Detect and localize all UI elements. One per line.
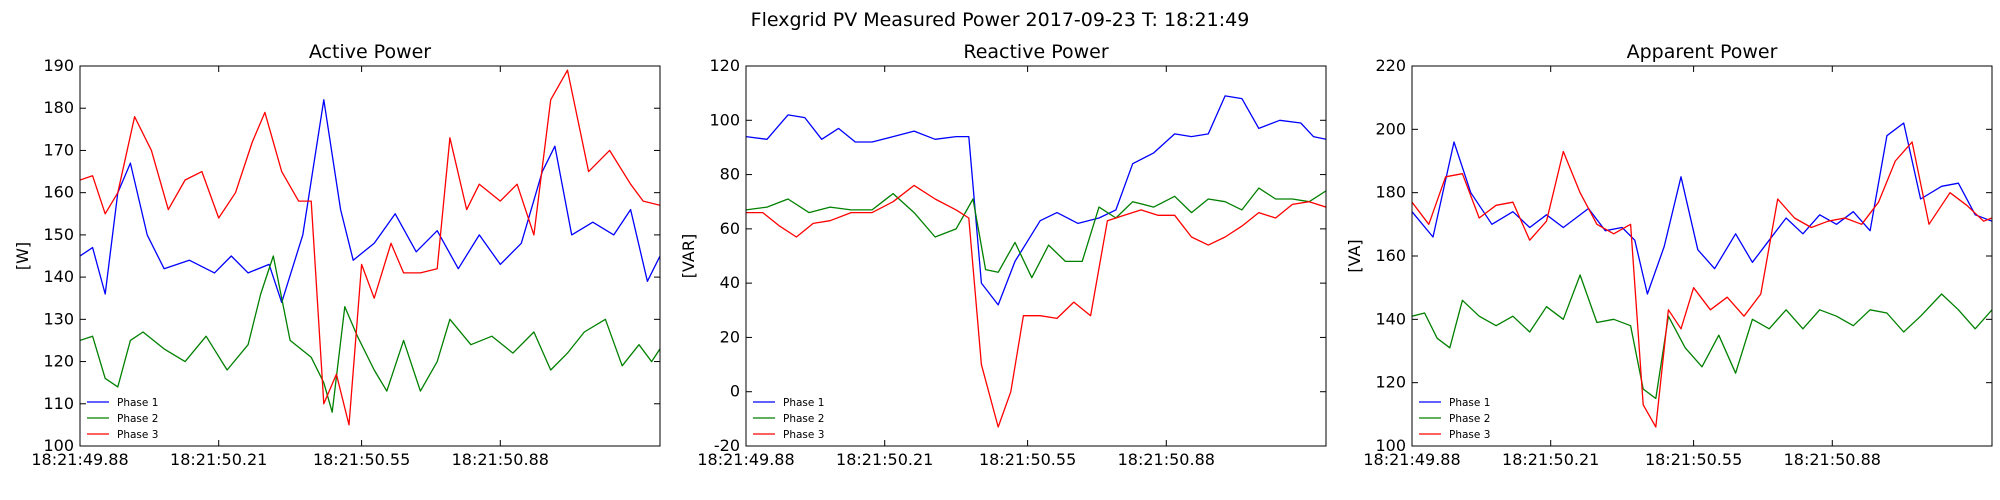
legend-label-phase-2: Phase 2 xyxy=(783,413,824,425)
legend: Phase 1 Phase 2 Phase 3 xyxy=(753,397,824,441)
series-line-phase-1 xyxy=(746,95,1326,306)
chart-3: Apparent Power [VA] 100 120 140 160 180 200 220 1… xyxy=(1345,41,1993,469)
legend-label-phase-3: Phase 3 xyxy=(1449,429,1490,441)
y-tick-label: 80 xyxy=(720,165,740,184)
legend: Phase 1 Phase 2 Phase 3 xyxy=(87,397,158,441)
plot-frame xyxy=(745,65,1327,447)
y-tick-label: 190 xyxy=(43,56,74,75)
y-tick-label: 40 xyxy=(720,273,740,292)
x-tick-label: 18:21:49.88 xyxy=(1363,450,1460,469)
x-tick-label: 18:21:50.21 xyxy=(836,450,933,469)
figure-suptitle: Flexgrid PV Measured Power 2017-09-23 T:… xyxy=(751,9,1250,31)
series-line-phase-3 xyxy=(80,69,660,426)
x-tick-label: 18:21:50.88 xyxy=(1118,450,1215,469)
y-tick-label: 170 xyxy=(43,140,74,159)
legend-label-phase-1: Phase 1 xyxy=(1449,397,1490,409)
x-tick-label: 18:21:50.21 xyxy=(170,450,267,469)
y-tick-label: 100 xyxy=(1375,436,1406,455)
y-tick-label: 220 xyxy=(1375,56,1406,75)
legend-label-phase-3: Phase 3 xyxy=(783,429,824,441)
legend: Phase 1 Phase 2 Phase 3 xyxy=(1419,397,1490,441)
y-tick-label: 180 xyxy=(43,98,74,117)
x-tick-label: 18:21:50.88 xyxy=(452,450,549,469)
y-tick-label: 160 xyxy=(43,183,74,202)
y-tick-label: 150 xyxy=(43,225,74,244)
legend-label-phase-2: Phase 2 xyxy=(1449,413,1490,425)
y-tick-label: 100 xyxy=(709,110,740,129)
y-axis-label: [VAR] xyxy=(679,234,698,278)
x-tick-label: 18:21:50.88 xyxy=(1784,450,1881,469)
y-tick-label: 130 xyxy=(43,309,74,328)
series-line-phase-3 xyxy=(746,184,1326,428)
legend-label-phase-1: Phase 1 xyxy=(783,397,824,409)
plot-frame xyxy=(79,65,661,447)
series-group xyxy=(746,95,1326,428)
x-tick-label: 18:21:50.55 xyxy=(1645,450,1742,469)
y-tick-label: 0 xyxy=(730,382,740,401)
x-tick-label: 18:21:49.88 xyxy=(697,450,794,469)
chart-title: Reactive Power xyxy=(963,41,1108,63)
y-tick-label: 140 xyxy=(43,267,74,286)
x-tick-label: 18:21:50.21 xyxy=(1502,450,1599,469)
y-tick-label: 140 xyxy=(1375,309,1406,328)
y-tick-label: 120 xyxy=(1375,373,1406,392)
x-tick-label: 18:21:49.88 xyxy=(31,450,128,469)
series-group xyxy=(80,69,660,426)
plot-frame xyxy=(1411,65,1993,447)
y-tick-label: 180 xyxy=(1375,183,1406,202)
chart-title: Apparent Power xyxy=(1627,41,1778,63)
y-tick-label: 200 xyxy=(1375,119,1406,138)
x-tick-label: 18:21:50.55 xyxy=(313,450,410,469)
series-line-phase-3 xyxy=(1412,141,1992,428)
y-tick-label: -20 xyxy=(714,436,740,455)
chart-title: Active Power xyxy=(309,41,431,63)
y-tick-label: 120 xyxy=(709,56,740,75)
y-axis-label: [VA] xyxy=(1345,239,1364,272)
legend-label-phase-3: Phase 3 xyxy=(117,429,158,441)
series-line-phase-2 xyxy=(1412,274,1992,400)
y-tick-label: 60 xyxy=(720,219,740,238)
legend-label-phase-2: Phase 2 xyxy=(117,413,158,425)
series-line-phase-2 xyxy=(80,255,660,413)
series-line-phase-2 xyxy=(746,187,1326,279)
plots-container: Active Power [W] 100 110 120 130 140 150 160 170 1… xyxy=(13,41,1993,469)
series-group xyxy=(1412,122,1992,428)
y-tick-label: 160 xyxy=(1375,246,1406,265)
series-line-phase-1 xyxy=(80,99,660,304)
y-tick-label: 20 xyxy=(720,327,740,346)
y-tick-label: 110 xyxy=(43,394,74,413)
x-tick-label: 18:21:50.55 xyxy=(979,450,1076,469)
y-tick-label: 100 xyxy=(43,436,74,455)
y-axis-label: [W] xyxy=(13,242,32,270)
chart-1: Active Power [W] 100 110 120 130 140 150 160 170 1… xyxy=(13,41,661,469)
y-tick-label: 120 xyxy=(43,352,74,371)
chart-2: Reactive Power [VAR] -20 0 20 40 60 80 100 120 18:… xyxy=(679,41,1327,469)
series-line-phase-1 xyxy=(1412,122,1992,295)
legend-label-phase-1: Phase 1 xyxy=(117,397,158,409)
